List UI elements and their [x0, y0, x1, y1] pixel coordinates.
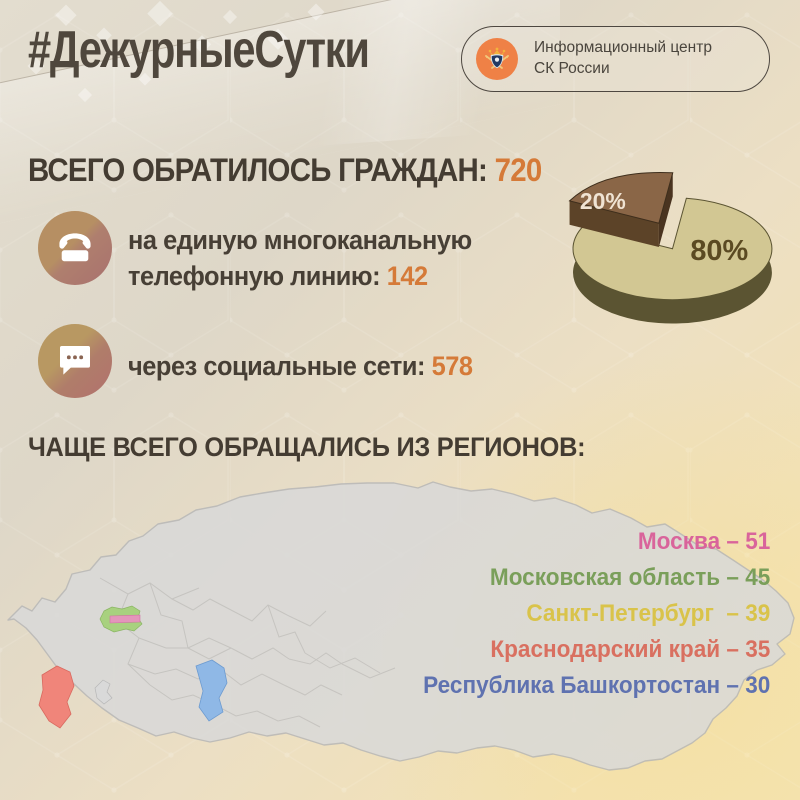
svg-text:20%: 20% [580, 188, 626, 214]
svg-text:80%: 80% [690, 235, 748, 267]
